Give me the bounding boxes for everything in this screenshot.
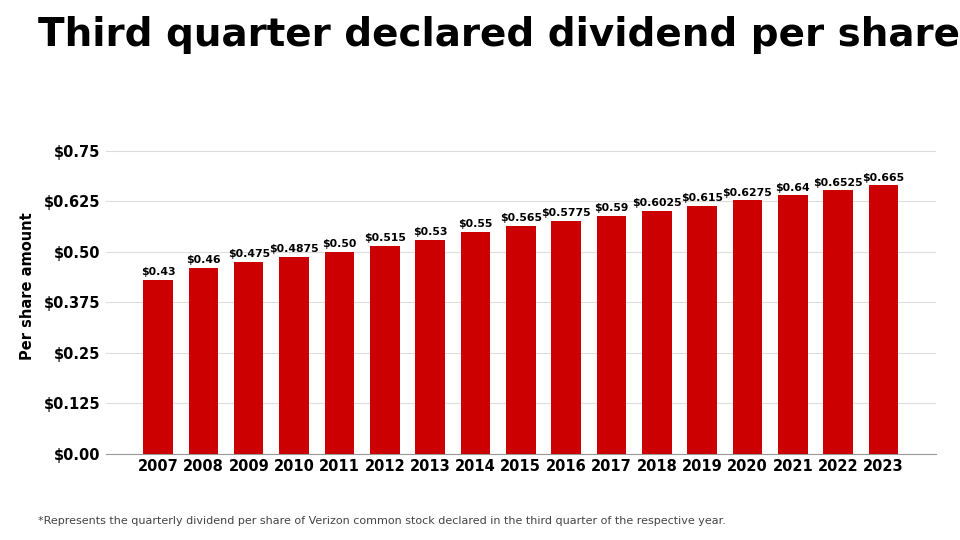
- Text: $0.5775: $0.5775: [541, 208, 591, 218]
- Bar: [279, 257, 309, 454]
- Text: $0.6025: $0.6025: [632, 198, 682, 208]
- Y-axis label: Per share amount: Per share amount: [20, 212, 36, 360]
- Bar: [416, 240, 444, 454]
- Bar: [551, 221, 581, 454]
- Text: $0.55: $0.55: [458, 219, 492, 229]
- Text: $0.665: $0.665: [862, 173, 904, 183]
- Text: $0.515: $0.515: [364, 233, 406, 243]
- Bar: [143, 280, 173, 454]
- Text: $0.43: $0.43: [141, 267, 176, 278]
- Bar: [234, 262, 263, 454]
- Text: $0.46: $0.46: [186, 255, 221, 265]
- Bar: [597, 215, 626, 454]
- Text: $0.4875: $0.4875: [270, 244, 319, 254]
- Bar: [506, 226, 536, 454]
- Bar: [732, 200, 762, 454]
- Bar: [189, 268, 218, 454]
- Text: *Represents the quarterly dividend per share of Verizon common stock declared in: *Represents the quarterly dividend per s…: [38, 516, 727, 526]
- Bar: [324, 252, 354, 454]
- Text: $0.6275: $0.6275: [723, 188, 773, 198]
- Bar: [824, 191, 852, 454]
- Text: $0.50: $0.50: [323, 239, 356, 249]
- Bar: [869, 185, 899, 454]
- Text: $0.475: $0.475: [228, 249, 270, 259]
- Bar: [779, 195, 807, 454]
- Bar: [642, 211, 672, 454]
- Bar: [461, 232, 491, 454]
- Text: $0.53: $0.53: [413, 227, 447, 237]
- Text: $0.6525: $0.6525: [813, 178, 863, 187]
- Text: $0.565: $0.565: [500, 213, 541, 223]
- Text: $0.64: $0.64: [776, 183, 810, 193]
- Text: $0.59: $0.59: [594, 203, 629, 213]
- Bar: [370, 246, 399, 454]
- Text: Third quarter declared dividend per share*: Third quarter declared dividend per shar…: [38, 16, 960, 54]
- Bar: [687, 206, 717, 454]
- Text: $0.615: $0.615: [682, 193, 723, 202]
